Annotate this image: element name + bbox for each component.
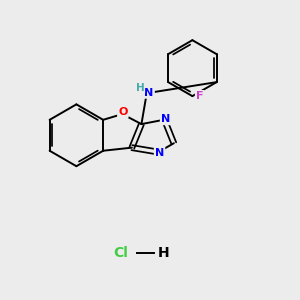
Text: N: N (155, 148, 164, 158)
Text: H: H (136, 83, 145, 93)
Text: N: N (145, 88, 154, 98)
Text: F: F (196, 91, 203, 101)
Text: H: H (158, 246, 169, 260)
Text: N: N (161, 114, 170, 124)
Text: Cl: Cl (113, 246, 128, 260)
Text: O: O (118, 107, 128, 117)
